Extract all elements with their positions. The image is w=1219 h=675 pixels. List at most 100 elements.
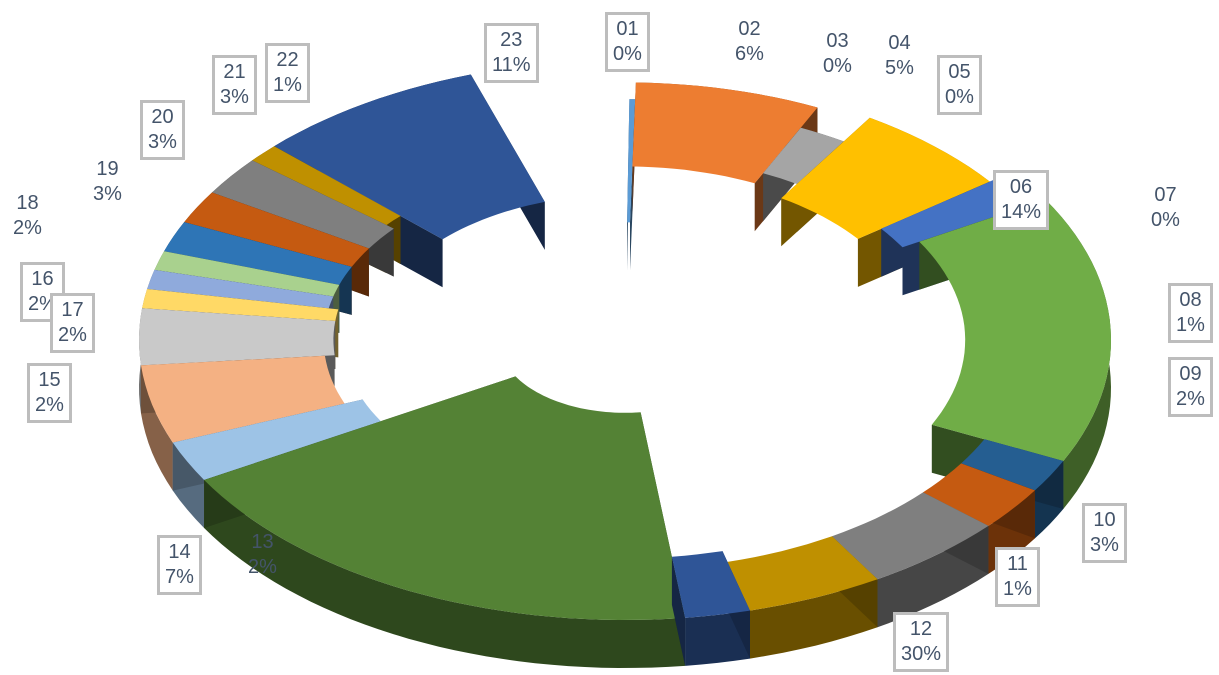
data-label-percent: 3%: [220, 86, 249, 108]
data-label-16: 16 2%: [20, 262, 65, 322]
data-label-category: 03: [826, 30, 849, 52]
data-label-23: 23 11%: [484, 23, 539, 83]
data-label-percent: 2%: [35, 394, 64, 416]
slice-01: [627, 99, 636, 271]
data-label-category: 09: [1179, 363, 1202, 385]
data-label-category: 12: [909, 618, 933, 640]
data-label-category: 20: [151, 106, 174, 128]
slice-02: [632, 82, 818, 232]
slice-12-side: [204, 480, 686, 668]
data-label-percent: 0%: [613, 43, 642, 65]
data-label-percent: 0%: [1151, 209, 1180, 231]
data-label-category: 22: [276, 49, 299, 71]
data-label-percent: 2%: [28, 293, 57, 315]
data-label-category: 16: [31, 268, 54, 290]
data-label-08: 08 1%: [1168, 283, 1213, 343]
slice-18-top: [154, 251, 340, 297]
slice-20-top: [184, 192, 369, 267]
data-label-04: 04 5%: [877, 26, 922, 86]
slice-09-top: [832, 492, 989, 580]
data-label-category: 14: [168, 541, 191, 563]
data-label-percent: 0%: [945, 86, 974, 108]
data-label-20: 20 3%: [140, 100, 185, 160]
slice-04-top: [781, 117, 990, 239]
data-label-18: 18 2%: [5, 186, 50, 246]
slice-08-top: [923, 463, 1035, 526]
slice-03-top: [763, 127, 844, 184]
data-label-category: 05: [948, 61, 971, 83]
data-label-percent: 2%: [248, 556, 277, 578]
pie-slices: [139, 74, 1111, 668]
data-label-17: 17 2%: [50, 293, 95, 353]
slice-11-wall-end: [671, 556, 686, 666]
data-label-category: 04: [888, 32, 911, 54]
data-label-percent: 30%: [901, 643, 942, 665]
slice-11-top: [671, 551, 750, 618]
data-label-05: 05 0%: [937, 55, 982, 115]
data-label-percent: 11%: [492, 54, 531, 76]
slice-12-top: [204, 376, 686, 620]
slice-07-top: [961, 439, 1064, 491]
data-label-percent: 0%: [823, 55, 852, 77]
data-label-category: 21: [223, 61, 246, 83]
slice-10-side: [750, 579, 878, 659]
data-label-19: 19 3%: [85, 152, 130, 212]
data-label-21: 21 3%: [212, 55, 257, 115]
data-label-category: 02: [738, 18, 761, 40]
data-label-category: 06: [1009, 176, 1033, 198]
slice-06-top: [919, 199, 1111, 461]
data-label-15: 15 2%: [27, 363, 72, 423]
data-label-13: 13 2%: [240, 525, 285, 585]
data-label-percent: 2%: [13, 217, 42, 239]
data-label-percent: 1%: [273, 74, 302, 96]
slice-11: [671, 551, 750, 666]
data-label-category: 10: [1093, 509, 1116, 531]
data-label-percent: 1%: [1176, 314, 1205, 336]
data-label-percent: 14%: [1001, 201, 1042, 223]
slice-16-top: [142, 289, 339, 321]
data-label-09: 09 2%: [1168, 357, 1213, 417]
data-label-category: 19: [96, 158, 119, 180]
slice-21-top: [212, 160, 394, 249]
slice-10-top: [727, 536, 878, 611]
data-label-category: 15: [38, 369, 61, 391]
data-label-percent: 3%: [1090, 534, 1119, 556]
data-label-percent: 1%: [1003, 578, 1032, 600]
data-label-category: 17: [61, 299, 84, 321]
slice-14-top: [141, 355, 345, 443]
data-label-percent: 7%: [165, 566, 194, 588]
slice-19-top: [164, 222, 352, 285]
data-label-category: 11: [1007, 553, 1028, 575]
data-label-category: 23: [500, 29, 523, 51]
data-label-percent: 2%: [58, 324, 87, 346]
slice-13-top: [172, 399, 381, 480]
slice-11-side: [685, 610, 750, 666]
slice-15-top: [139, 308, 336, 366]
data-label-12: 12 30%: [893, 612, 950, 672]
data-label-category: 18: [16, 192, 39, 214]
data-label-percent: 3%: [93, 183, 122, 205]
data-label-category: 08: [1179, 289, 1202, 311]
data-label-percent: 2%: [1176, 388, 1205, 410]
data-label-22: 22 1%: [265, 43, 310, 103]
data-label-category: 13: [251, 531, 274, 553]
slice-23-top: [274, 74, 545, 240]
slice-22-top: [252, 146, 401, 226]
data-label-category: 01: [616, 18, 639, 40]
slice-01-top: [627, 99, 636, 223]
slice-17-top: [147, 269, 334, 309]
data-label-10: 10 3%: [1082, 503, 1127, 563]
data-label-01: 01 0%: [605, 12, 650, 72]
data-label-category: 07: [1154, 184, 1177, 206]
data-label-06: 06 14%: [993, 170, 1050, 230]
data-label-percent: 3%: [148, 131, 177, 153]
slice-02-top: [632, 82, 818, 184]
data-label-14: 14 7%: [157, 535, 202, 595]
data-label-03: 03 0%: [815, 24, 860, 84]
data-label-percent: 6%: [735, 43, 764, 65]
data-label-02: 02 6%: [727, 12, 772, 72]
data-label-11: 11 1%: [995, 547, 1040, 607]
data-label-07: 07 0%: [1143, 178, 1188, 238]
data-label-percent: 5%: [885, 57, 914, 79]
